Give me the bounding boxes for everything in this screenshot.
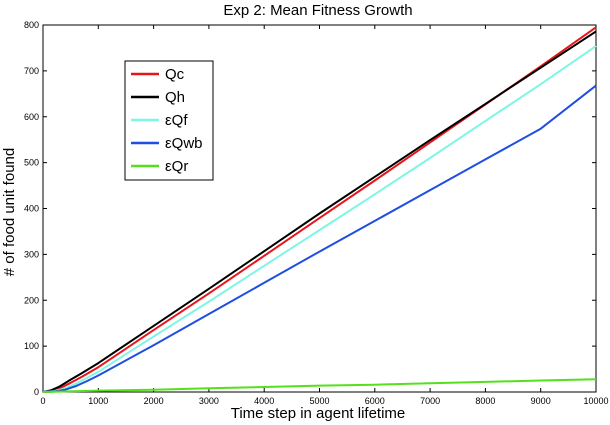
legend-label: εQr (165, 158, 188, 175)
x-tick-label: 8000 (475, 396, 495, 406)
x-tick-label: 6000 (365, 396, 385, 406)
series-line-3 (42, 84, 597, 393)
series-line-2 (42, 45, 597, 393)
legend: Qc Qh εQf εQwb εQr (124, 60, 214, 181)
y-axis: 0 100 200 300 400 500 600 700 800 (24, 20, 596, 397)
series-line-1 (42, 30, 597, 393)
x-axis: 0 1000 2000 3000 4000 5000 6000 7000 8000 9000 100… (40, 25, 609, 406)
y-tick-label: 500 (24, 158, 39, 168)
y-tick-label: 700 (24, 66, 39, 76)
x-tick-label: 1000 (88, 396, 108, 406)
x-tick-label: 5000 (309, 396, 329, 406)
x-tick-label: 7000 (420, 396, 440, 406)
chart-title: Exp 2: Mean Fitness Growth (223, 2, 412, 19)
y-tick-label: 400 (24, 204, 39, 214)
x-tick-label: 0 (40, 396, 45, 406)
x-tick-label: 2000 (144, 396, 164, 406)
legend-label: Qh (165, 89, 185, 106)
legend-label: εQwb (165, 135, 203, 152)
series-line-4 (42, 378, 597, 393)
x-tick-label: 3000 (199, 396, 219, 406)
y-tick-label: 0 (34, 387, 39, 397)
y-tick-label: 300 (24, 249, 39, 259)
y-axis-title: # of food unit found (1, 148, 18, 276)
legend-label: Qc (165, 66, 185, 83)
y-tick-label: 100 (24, 341, 39, 351)
y-tick-label: 800 (24, 20, 39, 30)
x-tick-label: 4000 (254, 396, 274, 406)
x-axis-title: Time step in agent lifetime (231, 405, 406, 422)
legend-label: εQf (165, 112, 188, 129)
y-tick-label: 200 (24, 295, 39, 305)
x-tick-label: 9000 (531, 396, 551, 406)
series-lines (42, 26, 597, 393)
y-tick-label: 600 (24, 112, 39, 122)
x-tick-label: 10000 (583, 396, 608, 406)
